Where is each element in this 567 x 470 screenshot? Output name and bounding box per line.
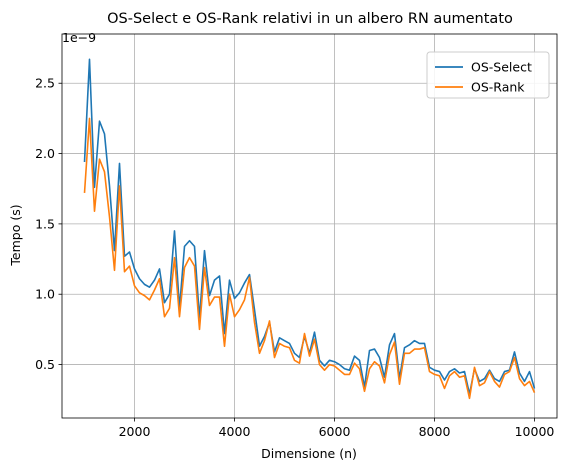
- x-tick-label: 6000: [319, 424, 351, 439]
- x-tick-label: 10000: [515, 424, 555, 439]
- x-axis-label: Dimensione (n): [261, 446, 357, 461]
- y-axis-label: Tempo (s): [8, 204, 23, 266]
- legend: OS-Select OS-Rank: [426, 51, 550, 99]
- x-tick-label: 2000: [119, 424, 151, 439]
- x-tick-label: 4000: [219, 424, 251, 439]
- plot-frame: [61, 33, 558, 419]
- y-tick-label: 1.5: [35, 216, 55, 231]
- chart-title: OS-Select e OS-Rank relativi in un alber…: [107, 11, 513, 27]
- x-tick-label: 8000: [419, 424, 451, 439]
- series-line-os-rank: [83, 117, 536, 400]
- axis-ticks: 2000 4000 6000 8000 10000 0.5 1.0 1.5 2.0 2.5: [35, 76, 554, 439]
- y-tick-label: 2.5: [35, 76, 55, 91]
- legend-label: OS-Select: [471, 60, 532, 75]
- y-tick-label: 0.5: [35, 357, 55, 372]
- legend-label: OS-Rank: [471, 80, 525, 95]
- series-lines: [83, 58, 536, 400]
- y-tick-label: 2.0: [35, 146, 55, 161]
- y-axis-multiplier: 1e−9: [62, 30, 96, 45]
- y-tick-label: 1.0: [35, 287, 55, 302]
- series-line-os-select: [83, 58, 536, 395]
